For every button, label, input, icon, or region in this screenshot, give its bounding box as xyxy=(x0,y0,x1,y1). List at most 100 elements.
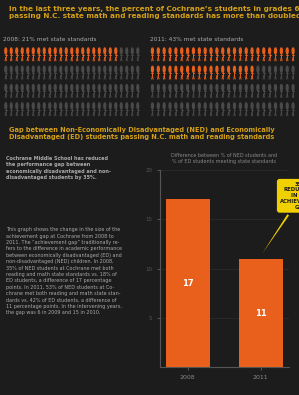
Circle shape xyxy=(274,85,277,90)
Circle shape xyxy=(60,103,62,109)
Circle shape xyxy=(16,48,18,54)
Circle shape xyxy=(245,85,247,90)
Text: 2008: 21% met state standards: 2008: 21% met state standards xyxy=(3,38,97,42)
Circle shape xyxy=(104,48,106,54)
Circle shape xyxy=(222,48,224,54)
Circle shape xyxy=(16,103,18,109)
Circle shape xyxy=(163,48,165,54)
Circle shape xyxy=(292,103,294,109)
Circle shape xyxy=(32,103,34,109)
Circle shape xyxy=(137,48,139,54)
Text: This graph shows the change in the size of the
achievement gap at Cochrane from : This graph shows the change in the size … xyxy=(6,221,122,315)
Circle shape xyxy=(71,85,73,90)
Circle shape xyxy=(93,85,95,90)
Circle shape xyxy=(292,66,294,72)
Circle shape xyxy=(5,103,7,109)
Circle shape xyxy=(82,103,84,109)
Circle shape xyxy=(126,48,128,54)
Circle shape xyxy=(216,103,218,109)
Text: 17: 17 xyxy=(182,279,193,288)
Circle shape xyxy=(10,48,12,54)
Circle shape xyxy=(54,85,56,90)
Circle shape xyxy=(239,66,241,72)
Circle shape xyxy=(38,103,40,109)
Circle shape xyxy=(152,66,153,72)
Circle shape xyxy=(181,85,183,90)
Circle shape xyxy=(193,48,194,54)
Circle shape xyxy=(5,66,7,72)
Circle shape xyxy=(157,66,159,72)
Circle shape xyxy=(222,66,224,72)
Circle shape xyxy=(251,48,253,54)
Circle shape xyxy=(169,85,171,90)
Circle shape xyxy=(234,48,235,54)
Circle shape xyxy=(269,85,271,90)
Circle shape xyxy=(239,48,241,54)
Circle shape xyxy=(60,85,62,90)
Circle shape xyxy=(49,66,51,72)
Circle shape xyxy=(216,85,218,90)
Circle shape xyxy=(257,103,259,109)
Circle shape xyxy=(210,103,212,109)
Circle shape xyxy=(280,103,282,109)
Circle shape xyxy=(193,85,194,90)
Circle shape xyxy=(239,85,241,90)
Circle shape xyxy=(5,85,7,90)
Circle shape xyxy=(16,85,18,90)
Circle shape xyxy=(49,103,51,109)
Circle shape xyxy=(187,66,189,72)
Circle shape xyxy=(82,66,84,72)
Circle shape xyxy=(198,85,200,90)
Circle shape xyxy=(131,48,133,54)
Circle shape xyxy=(204,48,206,54)
Circle shape xyxy=(234,103,235,109)
Circle shape xyxy=(222,85,224,90)
Circle shape xyxy=(120,85,122,90)
Circle shape xyxy=(251,103,253,109)
Circle shape xyxy=(109,66,111,72)
Circle shape xyxy=(131,66,133,72)
Circle shape xyxy=(228,103,230,109)
Circle shape xyxy=(65,103,67,109)
Circle shape xyxy=(65,85,67,90)
Circle shape xyxy=(204,85,206,90)
Circle shape xyxy=(187,85,189,90)
Text: Cochrane Middle School has reduced
the performance gap between
economically disa: Cochrane Middle School has reduced the p… xyxy=(6,156,111,180)
Circle shape xyxy=(126,103,128,109)
Circle shape xyxy=(43,48,45,54)
Circle shape xyxy=(210,48,212,54)
Circle shape xyxy=(175,48,177,54)
Circle shape xyxy=(82,48,84,54)
Text: 35%
REDUCTION
IN THE
ACHIEVEMENT
GAP: 35% REDUCTION IN THE ACHIEVEMENT GAP xyxy=(262,182,299,254)
Circle shape xyxy=(76,85,78,90)
Circle shape xyxy=(32,85,34,90)
Circle shape xyxy=(87,85,89,90)
Circle shape xyxy=(169,103,171,109)
Circle shape xyxy=(43,103,45,109)
Circle shape xyxy=(210,85,212,90)
Circle shape xyxy=(49,85,51,90)
Circle shape xyxy=(98,103,100,109)
Circle shape xyxy=(104,103,106,109)
Circle shape xyxy=(228,85,230,90)
Circle shape xyxy=(269,66,271,72)
Circle shape xyxy=(228,48,230,54)
Text: In the last three years, the percent of Cochrane’s students in grades 6-8
passin: In the last three years, the percent of … xyxy=(9,6,299,19)
Circle shape xyxy=(98,85,100,90)
Circle shape xyxy=(175,103,177,109)
Circle shape xyxy=(21,103,23,109)
Circle shape xyxy=(109,48,111,54)
Circle shape xyxy=(257,48,259,54)
Circle shape xyxy=(181,48,183,54)
Circle shape xyxy=(216,48,218,54)
Circle shape xyxy=(93,103,95,109)
Circle shape xyxy=(152,103,153,109)
Circle shape xyxy=(152,48,153,54)
Circle shape xyxy=(169,48,171,54)
Circle shape xyxy=(32,66,34,72)
Circle shape xyxy=(187,103,189,109)
Circle shape xyxy=(181,66,183,72)
Circle shape xyxy=(274,48,277,54)
Bar xyxy=(239,259,283,367)
Circle shape xyxy=(157,85,159,90)
